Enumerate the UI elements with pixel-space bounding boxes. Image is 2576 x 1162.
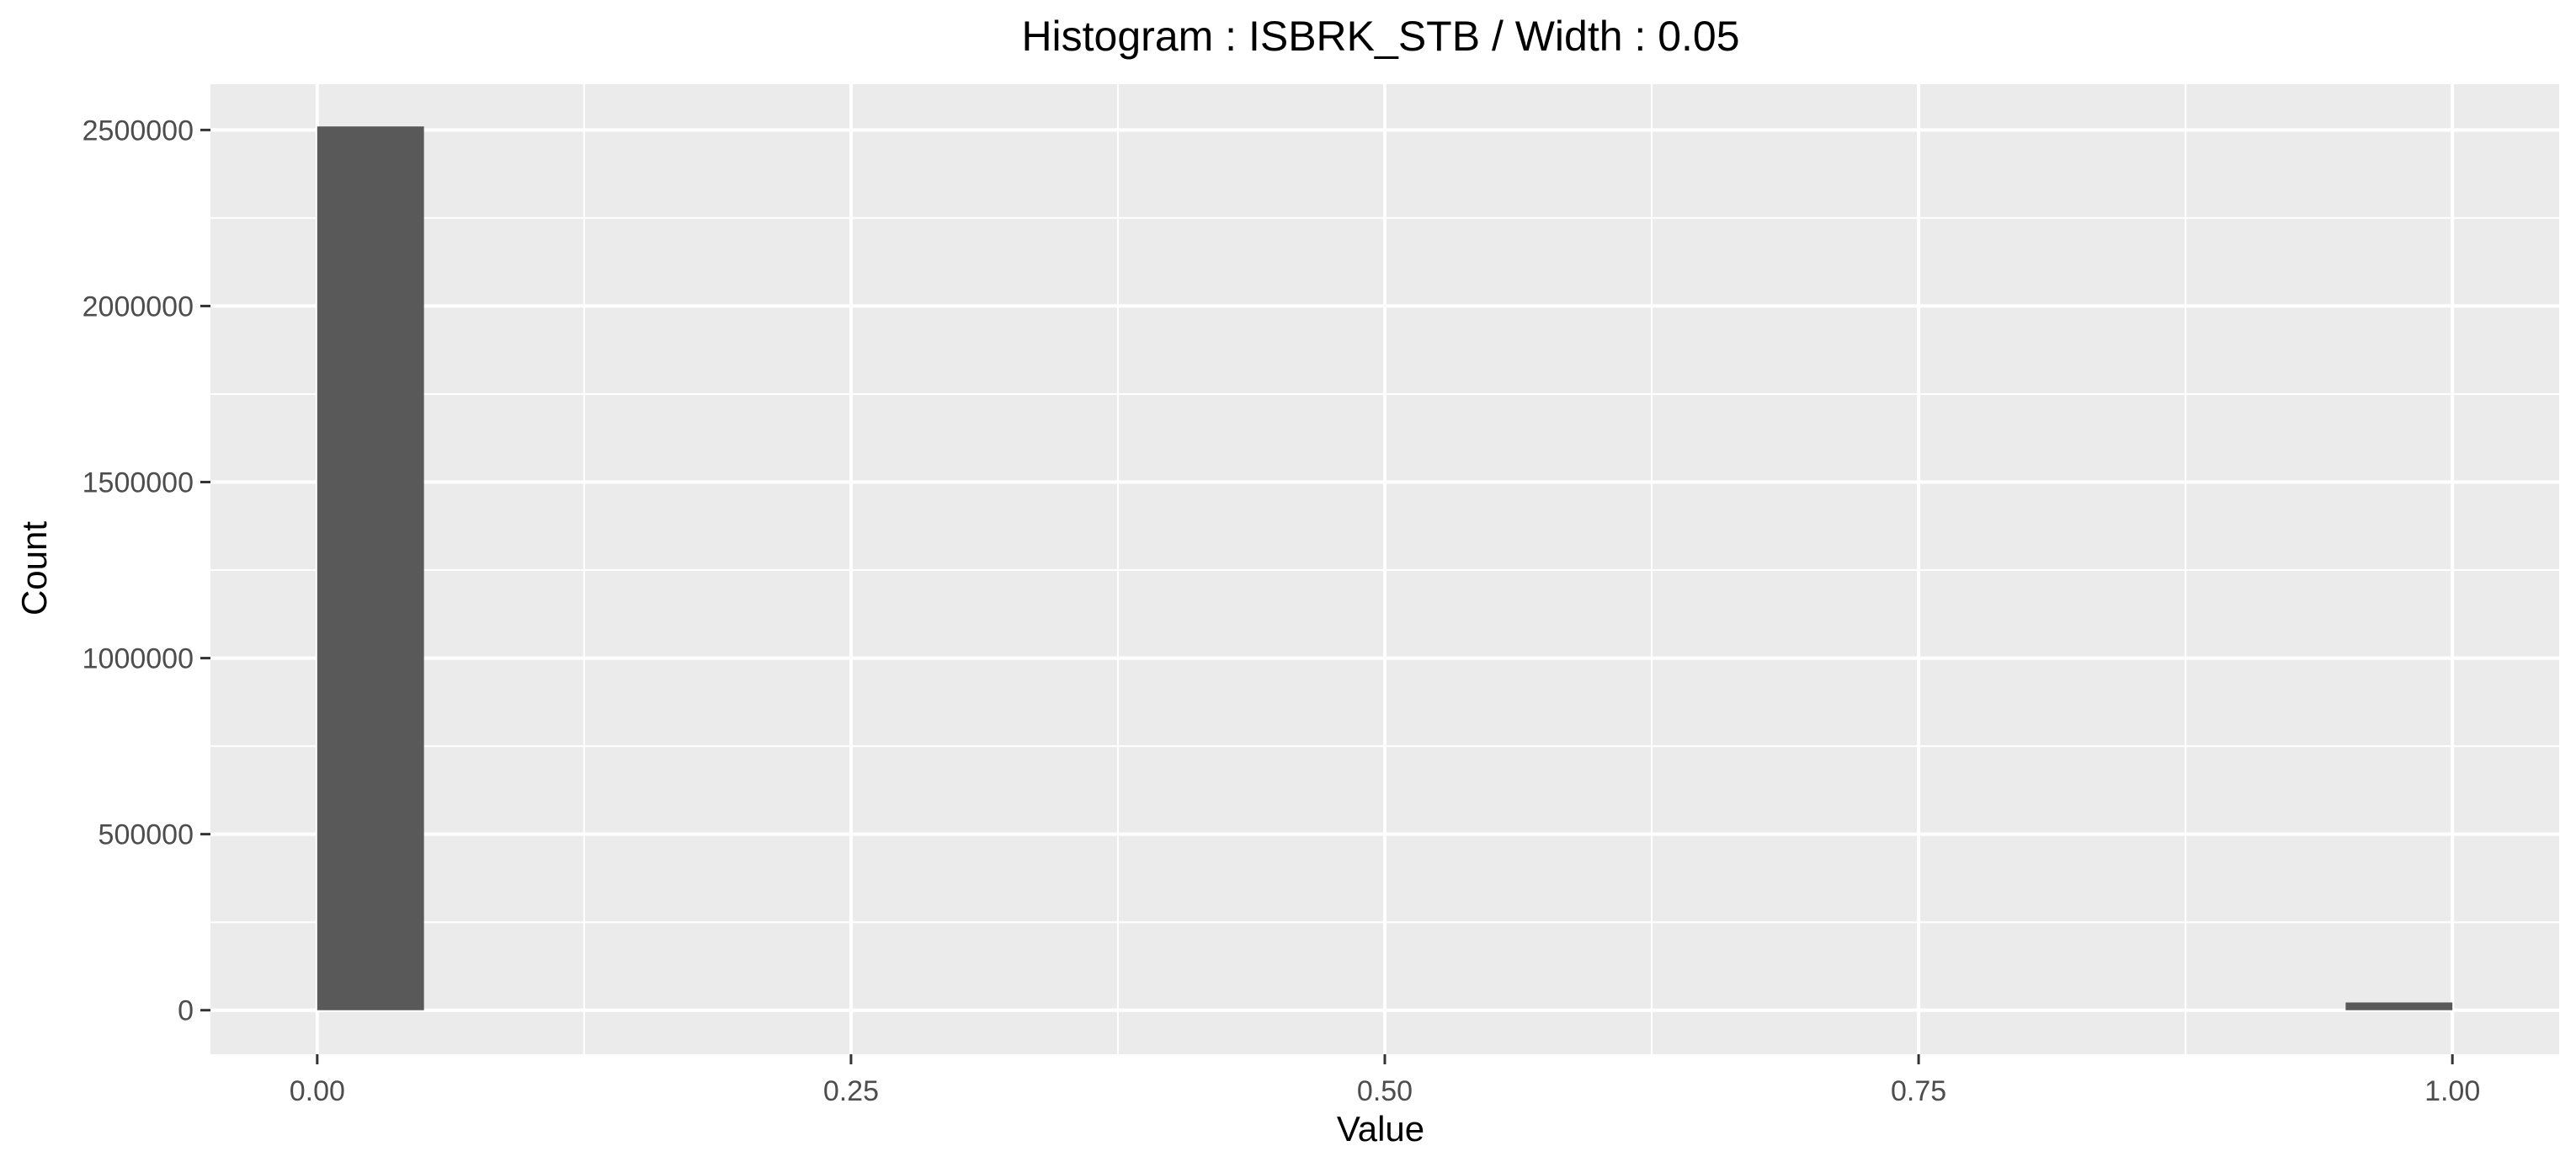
histogram-bar <box>317 126 424 1010</box>
x-tick-label: 0.00 <box>290 1075 345 1107</box>
x-tick-label: 1.00 <box>2424 1075 2480 1107</box>
y-tick-label: 2500000 <box>82 115 194 147</box>
x-tick-label: 0.25 <box>823 1075 879 1107</box>
y-tick-label: 1500000 <box>82 467 194 499</box>
chart-title: Histogram : ISBRK_STB / Width : 0.05 <box>1021 13 1739 60</box>
y-axis-title: Count <box>14 521 54 616</box>
y-tick-label: 500000 <box>98 819 194 851</box>
x-axis-title: Value <box>1337 1109 1424 1149</box>
y-axis-tick-labels: 0 500000 1000000 1500000 2000000 2500000 <box>82 115 194 1026</box>
histogram-bars <box>317 126 2453 1010</box>
y-tick-label: 2000000 <box>82 290 194 322</box>
axis-ticks <box>200 128 2454 1064</box>
histogram-bar <box>2345 1002 2453 1010</box>
y-tick-label: 1000000 <box>82 643 194 675</box>
x-tick-label: 0.75 <box>1891 1075 1946 1107</box>
y-tick-label: 0 <box>178 995 194 1027</box>
x-axis-tick-labels: 0.00 0.25 0.50 0.75 1.00 <box>290 1075 2481 1107</box>
x-tick-label: 0.50 <box>1357 1075 1413 1107</box>
major-gridlines <box>210 84 2559 1054</box>
